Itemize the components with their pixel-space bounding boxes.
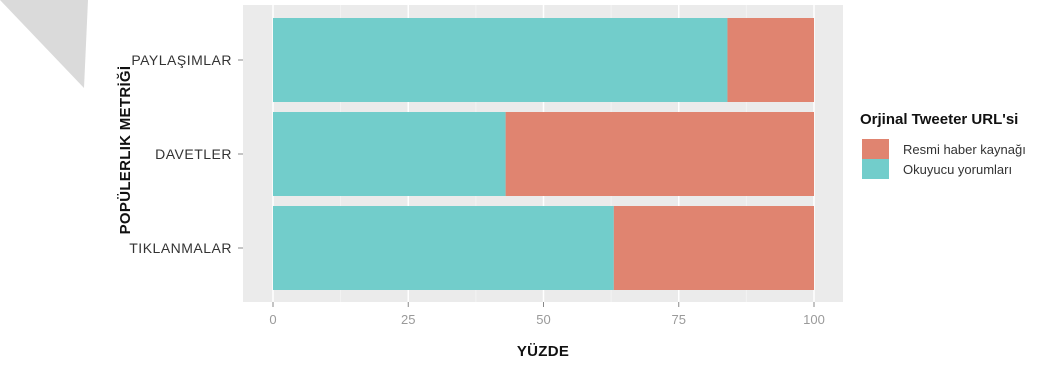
x-axis: 0 25 50 75 100 (269, 302, 825, 327)
bar-segment (273, 18, 728, 102)
y-tick-label: PAYLAŞIMLAR (131, 52, 232, 68)
x-tick-label: 25 (401, 312, 415, 327)
y-tick-label: DAVETLER (155, 146, 232, 162)
corner-decoration (0, 0, 88, 88)
bar-segment (273, 206, 614, 290)
y-tick-label: TIKLANMALAR (129, 240, 232, 256)
x-tick-label: 50 (536, 312, 550, 327)
bar-segment (613, 206, 814, 290)
y-axis: PAYLAŞIMLAR DAVETLER TIKLANMALAR (129, 52, 243, 256)
x-axis-title: YÜZDE (517, 343, 569, 360)
bar-segment (273, 112, 506, 196)
legend-swatch (862, 159, 889, 179)
legend-swatch (862, 139, 889, 159)
bars (273, 18, 814, 290)
x-tick-label: 0 (269, 312, 276, 327)
x-tick-label: 75 (672, 312, 686, 327)
legend-title: Orjinal Tweeter URL'si (860, 111, 1018, 128)
legend: Orjinal Tweeter URL'si Resmi haber kayna… (860, 111, 1026, 179)
legend-label: Okuyucu yorumları (903, 162, 1012, 177)
x-tick-label: 100 (803, 312, 825, 327)
bar-segment (727, 18, 814, 102)
legend-label: Resmi haber kaynağı (903, 142, 1026, 157)
bar-segment (505, 112, 814, 196)
y-axis-title: POPÜLERLIK METRİĞİ (116, 66, 134, 235)
